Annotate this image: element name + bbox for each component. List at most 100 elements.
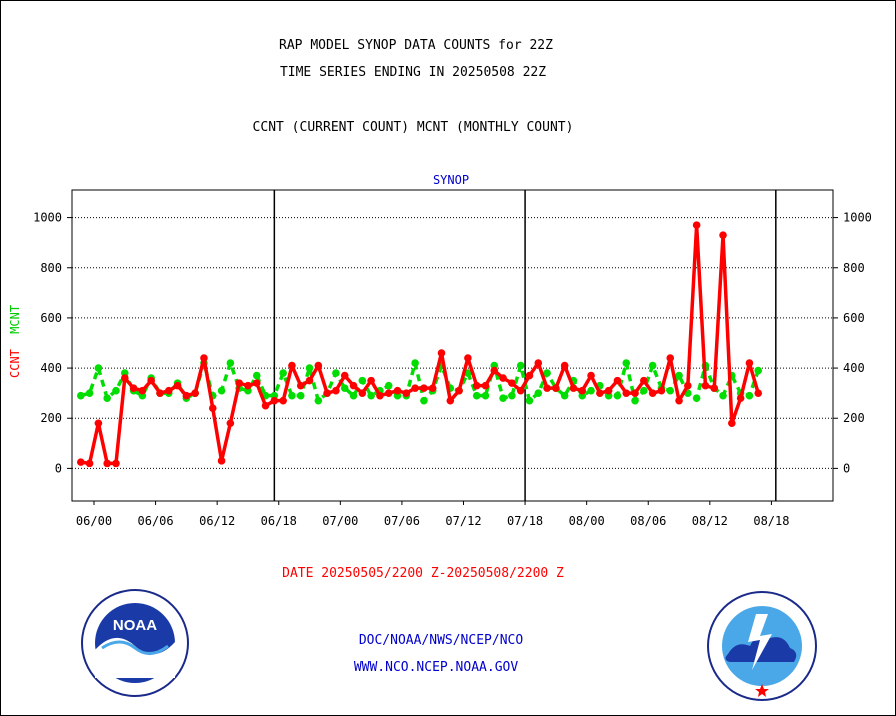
data-point-mcnt	[631, 396, 639, 405]
x-tick-label: 06/06	[138, 514, 174, 528]
y-tick-label-right: 600	[843, 311, 865, 325]
data-point-ccnt	[508, 379, 516, 387]
x-tick-label: 07/18	[507, 514, 543, 528]
data-point-mcnt	[648, 361, 657, 370]
data-point-ccnt	[244, 381, 252, 390]
data-point-ccnt	[182, 391, 191, 400]
y-ticks: 0 0 200 200 400 400 600 600 800 800 1000 1000	[33, 211, 872, 476]
grid-layer	[72, 190, 833, 501]
y-tick-label-left: 600	[40, 311, 62, 325]
data-point-ccnt	[164, 386, 173, 395]
y-tick-label-right: 1000	[843, 211, 872, 225]
data-point-ccnt	[464, 354, 472, 362]
data-point-ccnt	[657, 386, 666, 395]
data-point-ccnt	[596, 389, 604, 397]
data-point-ccnt	[631, 389, 639, 397]
data-point-ccnt	[622, 389, 631, 397]
y-tick-label-left: 800	[40, 261, 62, 275]
data-point-mcnt	[543, 369, 551, 377]
data-point-ccnt	[481, 381, 490, 390]
x-tick-label: 08/18	[753, 514, 789, 528]
data-point-mcnt	[666, 386, 675, 395]
data-point-mcnt	[472, 391, 481, 400]
series-line-ccnt	[80, 223, 760, 466]
data-point-mcnt	[411, 359, 419, 367]
data-point-mcnt	[76, 391, 85, 400]
data-point-ccnt	[640, 376, 648, 385]
data-point-mcnt	[508, 391, 516, 400]
data-point-ccnt	[472, 381, 481, 390]
x-tick-label: 08/00	[569, 514, 605, 528]
data-point-ccnt	[728, 419, 736, 428]
x-tick-label: 06/18	[261, 514, 297, 528]
data-point-mcnt	[613, 391, 622, 400]
data-point-mcnt	[112, 386, 120, 395]
data-point-ccnt	[305, 376, 314, 385]
data-point-ccnt	[516, 386, 525, 395]
data-point-ccnt	[490, 366, 499, 375]
org-label: DOC/NOAA/NWS/NCEP/NCO	[358, 633, 524, 648]
chart-title-line2: TIME SERIES ENDING IN 20250508 22Z	[279, 65, 547, 80]
y-axis-label-mcnt: MCNT	[8, 305, 22, 334]
y-tick-label-left: 200	[40, 411, 62, 425]
data-point-ccnt	[296, 381, 305, 390]
data-point-ccnt	[684, 381, 692, 390]
data-point-ccnt	[552, 384, 560, 392]
data-point-mcnt	[560, 391, 569, 400]
data-point-ccnt	[376, 391, 384, 400]
data-point-mcnt	[420, 396, 428, 405]
data-point-ccnt	[129, 384, 138, 392]
data-point-ccnt	[587, 371, 595, 380]
data-point-ccnt	[455, 386, 463, 395]
data-point-mcnt	[226, 359, 235, 367]
data-point-mcnt	[103, 394, 111, 402]
data-point-ccnt	[437, 349, 446, 357]
data-point-ccnt	[701, 381, 710, 390]
data-point-ccnt	[675, 396, 683, 405]
x-tick-label: 06/12	[199, 514, 235, 528]
data-point-ccnt	[569, 384, 578, 392]
data-point-mcnt	[622, 359, 631, 367]
data-point-ccnt	[235, 379, 243, 387]
data-point-mcnt	[217, 386, 226, 395]
data-point-mcnt	[481, 391, 490, 400]
data-point-ccnt	[411, 384, 419, 392]
data-point-mcnt	[499, 394, 507, 402]
data-point-mcnt	[367, 391, 375, 400]
data-point-mcnt	[279, 369, 287, 377]
data-point-ccnt	[332, 386, 340, 395]
data-point-ccnt	[208, 404, 217, 413]
x-tick-label: 07/12	[445, 514, 481, 528]
noaa-logo: NOAA	[81, 589, 189, 697]
data-point-ccnt	[754, 389, 763, 397]
data-point-ccnt	[648, 389, 657, 397]
data-point-mcnt	[516, 361, 525, 370]
data-point-ccnt	[76, 458, 85, 466]
series-line-mcnt	[80, 361, 760, 403]
data-point-ccnt	[103, 459, 111, 468]
url-link[interactable]: WWW.NCO.NCEP.NOAA.GOV	[353, 660, 519, 675]
data-point-mcnt	[745, 391, 754, 400]
x-tick-label: 08/06	[630, 514, 666, 528]
data-point-ccnt	[499, 374, 507, 382]
data-point-mcnt	[675, 371, 683, 380]
data-point-ccnt	[560, 361, 569, 370]
data-point-ccnt	[261, 401, 270, 410]
data-point-ccnt	[534, 359, 543, 367]
data-point-ccnt	[120, 374, 129, 382]
data-point-mcnt	[332, 369, 340, 377]
y-tick-label-left: 400	[40, 361, 62, 375]
data-point-ccnt	[288, 361, 296, 370]
data-point-ccnt	[692, 221, 701, 229]
data-point-mcnt	[349, 391, 358, 400]
data-point-ccnt	[217, 457, 226, 465]
data-point-ccnt	[613, 376, 622, 385]
plot-title: SYNOP	[433, 173, 469, 187]
data-point-ccnt	[270, 396, 279, 405]
y-tick-label-left: 1000	[33, 211, 62, 225]
chart-title-line1: RAP MODEL SYNOP DATA COUNTS for 22Z	[279, 38, 553, 53]
data-point-ccnt	[428, 384, 437, 392]
data-point-ccnt	[173, 381, 182, 390]
data-point-mcnt	[288, 391, 296, 400]
